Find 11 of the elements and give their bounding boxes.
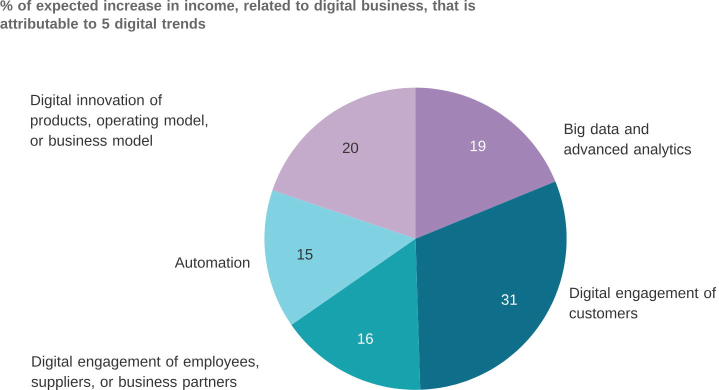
data-label: 20: [342, 142, 358, 154]
slice-label: Digital engagement of employees, suppliers, or business partners: [32, 356, 258, 390]
data-label: 31: [502, 294, 517, 305]
chart-title: % of expected increase in income, related to digital business, that is attributable to 5 digital trends: [0, 0, 476, 32]
data-label: 15: [298, 249, 313, 260]
data-label: 16: [358, 333, 373, 344]
data-label: 19: [470, 140, 486, 152]
slice-label: Digital engagement of customers: [570, 287, 716, 318]
slice-label: Automation: [174, 256, 250, 268]
slice-label: Big data and advanced analytics: [564, 123, 692, 158]
slice-label: Digital innovation of products, operating model, or business model: [30, 94, 208, 146]
